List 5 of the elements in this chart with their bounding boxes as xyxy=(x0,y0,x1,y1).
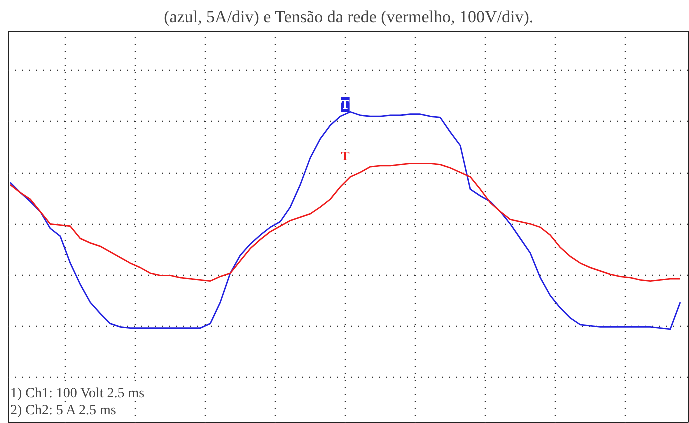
annotation: T xyxy=(341,148,350,164)
text: 1) Ch1: 100 Volt 2.5 ms xyxy=(10,386,145,402)
chart-title: (azul, 5A/div) e Tensão da rede (vermelho, 100V/div). xyxy=(164,8,534,26)
text: T xyxy=(341,97,350,112)
text: 2) Ch2: 5 A 2.5 ms xyxy=(10,404,116,418)
